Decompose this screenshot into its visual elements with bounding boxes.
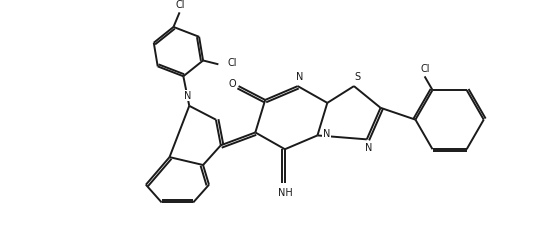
Text: Cl: Cl xyxy=(421,63,430,73)
Text: N: N xyxy=(365,143,372,153)
Text: Cl: Cl xyxy=(227,58,237,68)
Text: O: O xyxy=(229,79,237,89)
Text: NH: NH xyxy=(277,188,292,198)
Text: N: N xyxy=(323,129,330,139)
Text: N: N xyxy=(184,91,191,101)
Text: N: N xyxy=(296,72,304,82)
Text: Cl: Cl xyxy=(176,0,185,10)
Text: S: S xyxy=(355,72,361,82)
